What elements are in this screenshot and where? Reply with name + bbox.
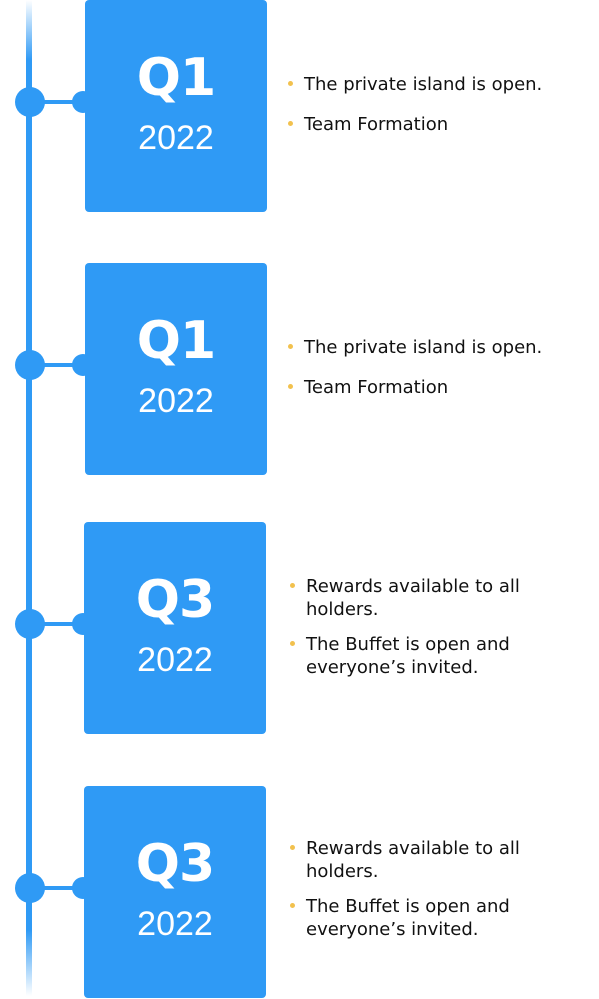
list-item: The private island is open. — [286, 73, 586, 96]
timeline-connector — [40, 100, 86, 104]
year-label: 2022 — [138, 382, 214, 420]
bullet-dot-icon — [290, 903, 295, 908]
list-item: Team Formation — [286, 113, 586, 136]
year-label: 2022 — [137, 905, 213, 943]
list-item: Team Formation — [286, 376, 586, 399]
milestone-items: Rewards available to all holders. The Bu… — [288, 575, 558, 679]
list-item: The private island is open. — [286, 336, 586, 359]
timeline-line — [26, 0, 32, 996]
item-text: Rewards available to all holders. — [306, 838, 520, 882]
year-label: 2022 — [138, 119, 214, 157]
bullet-dot-icon — [290, 641, 295, 646]
list-item: Rewards available to all holders. — [288, 575, 558, 621]
milestone-1: Q1 2022 The private island is open. Team… — [0, 0, 599, 213]
item-text: Team Formation — [304, 114, 449, 135]
item-text: Team Formation — [304, 377, 449, 398]
quarter-label: Q1 — [136, 311, 216, 371]
list-item: The Buffet is open and everyone’s invite… — [288, 633, 558, 679]
quarter-card: Q3 2022 — [84, 786, 266, 998]
item-text: The private island is open. — [304, 74, 543, 95]
bullet-dot-icon — [290, 845, 295, 850]
item-text: The Buffet is open and everyone’s invite… — [306, 896, 510, 940]
list-item: The Buffet is open and everyone’s invite… — [288, 895, 558, 941]
item-text: The Buffet is open and everyone’s invite… — [306, 634, 510, 678]
quarter-label: Q3 — [135, 834, 215, 894]
milestone-4: Q3 2022 Rewards available to all holders… — [0, 786, 599, 999]
quarter-card: Q1 2022 — [85, 0, 267, 212]
bullet-dot-icon — [288, 121, 293, 126]
quarter-card: Q3 2022 — [84, 522, 266, 734]
bullet-dot-icon — [288, 384, 293, 389]
milestone-3: Q3 2022 Rewards available to all holders… — [0, 522, 599, 735]
bullet-dot-icon — [290, 583, 295, 588]
milestone-2: Q1 2022 The private island is open. Team… — [0, 263, 599, 476]
timeline-connector — [40, 622, 86, 626]
quarter-card: Q1 2022 — [85, 263, 267, 475]
milestone-items: The private island is open. Team Formati… — [286, 336, 586, 399]
year-label: 2022 — [137, 641, 213, 679]
quarter-label: Q3 — [135, 570, 215, 630]
quarter-label: Q1 — [136, 48, 216, 108]
bullet-dot-icon — [288, 344, 293, 349]
timeline-connector — [40, 363, 86, 367]
timeline-connector — [40, 886, 86, 890]
bullet-dot-icon — [288, 81, 293, 86]
milestone-items: The private island is open. Team Formati… — [286, 73, 586, 136]
item-text: Rewards available to all holders. — [306, 576, 520, 620]
milestone-items: Rewards available to all holders. The Bu… — [288, 837, 558, 941]
list-item: Rewards available to all holders. — [288, 837, 558, 883]
item-text: The private island is open. — [304, 337, 543, 358]
